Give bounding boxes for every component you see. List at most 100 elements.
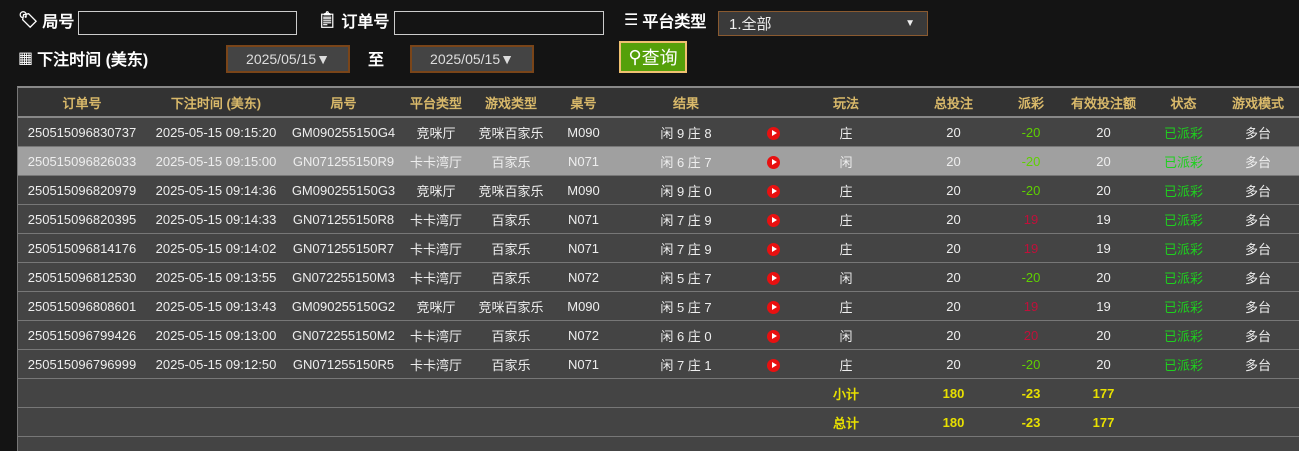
total-row: 总计 180 -23 177 (18, 407, 1299, 437)
cell: 庄 (791, 233, 901, 263)
replay-button[interactable] (756, 146, 791, 176)
replay-button[interactable] (756, 204, 791, 234)
table-row[interactable]: 250515096826033 2025-05-15 09:15:00 GN0712… (18, 146, 1299, 176)
query-button[interactable]: ⚲ 查询 (619, 41, 687, 73)
column-header: 玩法 (791, 88, 901, 118)
cell: 20 (901, 349, 1006, 379)
order-input[interactable] (394, 11, 604, 35)
table-row[interactable]: 250515096812530 2025-05-15 09:13:55 GN0722… (18, 262, 1299, 292)
table-header: 订单号 下注时间 (美东) 局号 平台类型 游戏类型 桌号 结果 玩法 总投注 派彩 有效投注额 状态… (18, 88, 1299, 118)
cell: 2025-05-15 09:14:36 (146, 175, 286, 205)
play-icon[interactable] (767, 155, 780, 169)
cell (616, 378, 756, 408)
cell: 卡卡湾厅 (401, 262, 471, 292)
orders-table: 订单号 下注时间 (美东) 局号 平台类型 游戏类型 桌号 结果 玩法 总投注 派彩 有效投注额 状态… (17, 86, 1299, 451)
play-icon[interactable] (767, 300, 780, 314)
cell: 已派彩 (1151, 175, 1216, 205)
date-to-select[interactable]: 2025/05/15 ▼ (410, 45, 534, 73)
table-row[interactable]: 250515096820395 2025-05-15 09:14:33 GN0712… (18, 204, 1299, 234)
cell: 竞咪厅 (401, 117, 471, 147)
cell: 百家乐 (471, 233, 551, 263)
table-row[interactable]: 250515096820979 2025-05-15 09:14:36 GM0902… (18, 175, 1299, 205)
total-label: 总计 (791, 407, 901, 437)
replay-button[interactable] (756, 349, 791, 379)
round-input[interactable] (78, 11, 297, 35)
cell (756, 407, 791, 437)
cell: 2025-05-15 09:15:00 (146, 146, 286, 176)
time-label: ▦ 下注时间 (美东) (18, 50, 149, 69)
replay-button[interactable] (756, 262, 791, 292)
cell: GM090255150G2 (286, 291, 401, 321)
cell: 2025-05-15 09:13:55 (146, 262, 286, 292)
total-valid_bet: 177 (1056, 407, 1151, 437)
cell: 250515096812530 (18, 262, 146, 292)
cell: 20 (901, 233, 1006, 263)
cell (756, 378, 791, 408)
subtotal-total_bet: 180 (901, 378, 1006, 408)
subtotal-row: 小计 180 -23 177 (18, 378, 1299, 408)
cell: 已派彩 (1151, 349, 1216, 379)
cell: GN071255150R5 (286, 349, 401, 379)
table-row[interactable]: 250515096830737 2025-05-15 09:15:20 GM0902… (18, 117, 1299, 147)
play-icon[interactable] (767, 213, 780, 227)
replay-button[interactable] (756, 320, 791, 350)
cell: 已派彩 (1151, 320, 1216, 350)
clipboard-icon: 📋︎ (317, 12, 338, 29)
replay-button[interactable] (756, 117, 791, 147)
play-icon[interactable] (767, 184, 780, 198)
order-label: 📋︎ 订单号 (317, 12, 390, 31)
cell: 多台 (1216, 175, 1299, 205)
cell: 2025-05-15 09:12:50 (146, 349, 286, 379)
column-header: 游戏类型 (471, 88, 551, 118)
cell (401, 407, 471, 437)
cell (551, 378, 616, 408)
cell: -20 (1006, 262, 1056, 292)
column-header: 状态 (1151, 88, 1216, 118)
replay-button[interactable] (756, 233, 791, 263)
cell: 闲 9 庄 8 (616, 117, 756, 147)
cell: 竞咪百家乐 (471, 291, 551, 321)
cell: 卡卡湾厅 (401, 146, 471, 176)
cell: 已派彩 (1151, 146, 1216, 176)
cell: 多台 (1216, 349, 1299, 379)
column-header: 平台类型 (401, 88, 471, 118)
cell: 20 (901, 320, 1006, 350)
cell: 250515096799426 (18, 320, 146, 350)
table-row[interactable]: 250515096808601 2025-05-15 09:13:43 GM0902… (18, 291, 1299, 321)
cell: -20 (1006, 117, 1056, 147)
table-row[interactable]: 250515096799426 2025-05-15 09:13:00 GN0722… (18, 320, 1299, 350)
cell: N071 (551, 349, 616, 379)
cell: 250515096820395 (18, 204, 146, 234)
cell: 竞咪厅 (401, 175, 471, 205)
replay-button[interactable] (756, 175, 791, 205)
cell (286, 378, 401, 408)
cell: 多台 (1216, 262, 1299, 292)
cell (471, 378, 551, 408)
table-row[interactable]: 250515096814176 2025-05-15 09:14:02 GN0712… (18, 233, 1299, 263)
cell (18, 407, 146, 437)
cell: 多台 (1216, 117, 1299, 147)
platform-select[interactable]: 1.全部 ▼ (718, 11, 928, 36)
play-icon[interactable] (767, 242, 780, 256)
cell: 20 (901, 117, 1006, 147)
cell (146, 378, 286, 408)
cell: 百家乐 (471, 204, 551, 234)
play-icon[interactable] (767, 358, 780, 372)
play-icon[interactable] (767, 329, 780, 343)
cell: GN071255150R7 (286, 233, 401, 263)
cell: 庄 (791, 291, 901, 321)
cell: N071 (551, 146, 616, 176)
list-icon: ☰ (624, 12, 639, 29)
date-from-select[interactable]: 2025/05/15 ▼ (226, 45, 350, 73)
cell: 20 (1006, 320, 1056, 350)
cell: -20 (1006, 349, 1056, 379)
cell: 卡卡湾厅 (401, 204, 471, 234)
replay-button[interactable] (756, 291, 791, 321)
cell: 已派彩 (1151, 117, 1216, 147)
play-icon[interactable] (767, 271, 780, 285)
play-icon[interactable] (767, 126, 780, 140)
cell: -20 (1006, 146, 1056, 176)
cell: 19 (1006, 233, 1056, 263)
cell: -20 (1006, 175, 1056, 205)
table-row[interactable]: 250515096796999 2025-05-15 09:12:50 GN0712… (18, 349, 1299, 379)
